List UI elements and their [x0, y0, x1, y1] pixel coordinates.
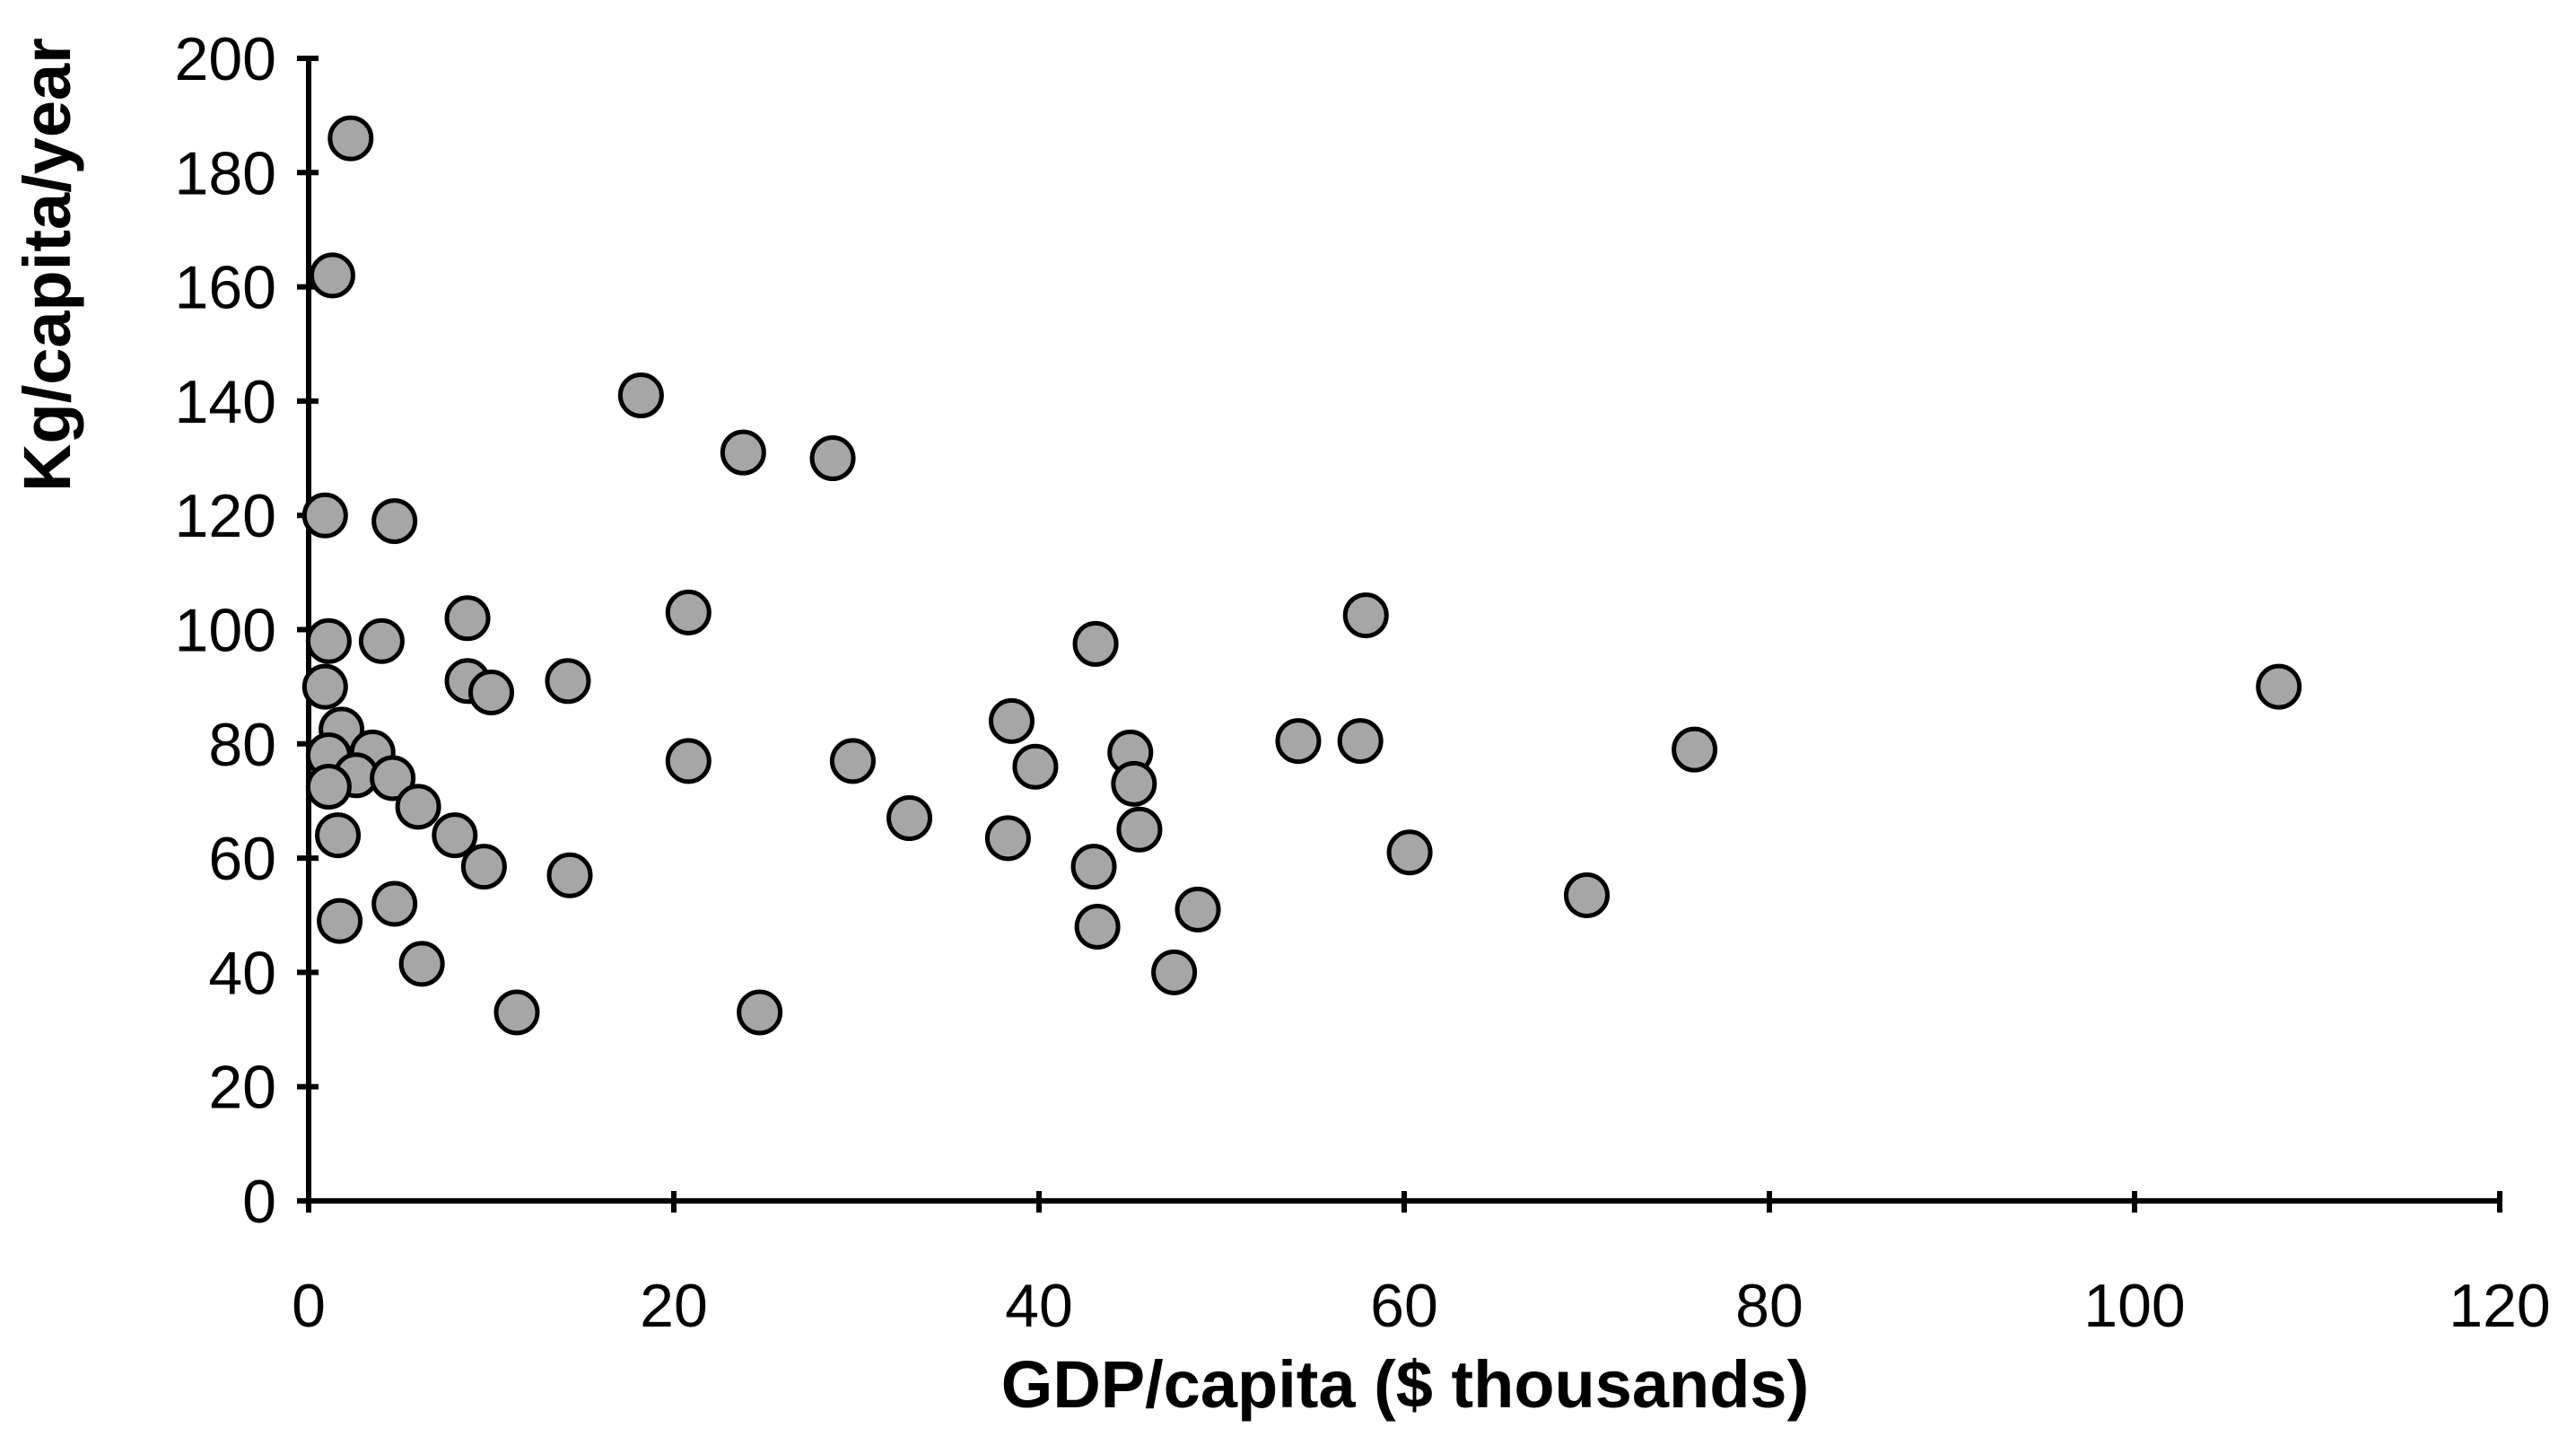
data-point [315, 812, 362, 859]
data-point [398, 941, 445, 987]
data-point [617, 372, 664, 419]
x-tick-label: 40 [1005, 1272, 1073, 1340]
data-point [1564, 872, 1610, 918]
data-point [737, 989, 783, 1036]
y-tick-label: 0 [242, 1168, 276, 1236]
data-point [1386, 829, 1433, 876]
data-point [1116, 806, 1163, 853]
data-point [301, 492, 348, 539]
x-tick-label: 100 [2083, 1272, 2185, 1340]
data-point [444, 595, 491, 642]
x-tick-label: 0 [292, 1272, 326, 1340]
data-point [1342, 592, 1389, 639]
x-axis-title: GDP/capita ($ thousands) [1001, 1347, 1809, 1422]
data-point [309, 252, 355, 299]
data-point [988, 697, 1035, 744]
data-point [545, 658, 591, 705]
data-point [720, 429, 766, 476]
data-point [493, 989, 540, 1036]
data-point [468, 670, 514, 716]
data-point [1275, 718, 1322, 765]
data-point [1174, 886, 1221, 933]
data-point [2256, 663, 2302, 710]
data-point [1072, 620, 1119, 667]
data-point [1070, 844, 1117, 890]
data-point [395, 784, 441, 830]
y-tick-label: 180 [175, 139, 276, 207]
data-point [305, 618, 352, 664]
data-point [1337, 718, 1384, 765]
data-point [305, 764, 352, 810]
y-tick-label: 160 [175, 254, 276, 322]
data-point [358, 618, 405, 664]
data-point [1151, 949, 1198, 995]
data-point [371, 498, 418, 545]
data-point [829, 738, 876, 784]
y-axis-title: Kg/capita/year [10, 38, 84, 492]
data-point [301, 663, 348, 710]
y-tick-label: 140 [175, 368, 276, 436]
y-tick-label: 60 [208, 825, 276, 893]
data-point [1672, 726, 1718, 773]
y-tick-label: 200 [175, 25, 276, 93]
x-tick-label: 20 [640, 1272, 708, 1340]
y-tick-label: 40 [208, 939, 276, 1007]
data-point [432, 812, 478, 859]
data-point [371, 880, 418, 927]
data-point [1012, 743, 1059, 790]
data-point [665, 589, 712, 635]
y-tick-label: 80 [208, 711, 276, 779]
data-point [1074, 903, 1121, 950]
y-tick-label: 100 [175, 597, 276, 665]
data-point [809, 435, 856, 482]
y-tick-label: 20 [208, 1054, 276, 1122]
x-tick-label: 120 [2449, 1272, 2550, 1340]
y-tick-label: 120 [175, 482, 276, 550]
data-point [665, 738, 712, 784]
data-point [886, 795, 933, 842]
data-point [327, 115, 374, 162]
data-point [984, 815, 1031, 862]
x-tick-label: 60 [1370, 1272, 1438, 1340]
data-point [546, 852, 593, 898]
data-point [370, 755, 416, 801]
data-point [317, 898, 363, 944]
data-point [460, 844, 507, 890]
x-tick-label: 80 [1735, 1272, 1803, 1340]
data-point [1111, 760, 1157, 807]
